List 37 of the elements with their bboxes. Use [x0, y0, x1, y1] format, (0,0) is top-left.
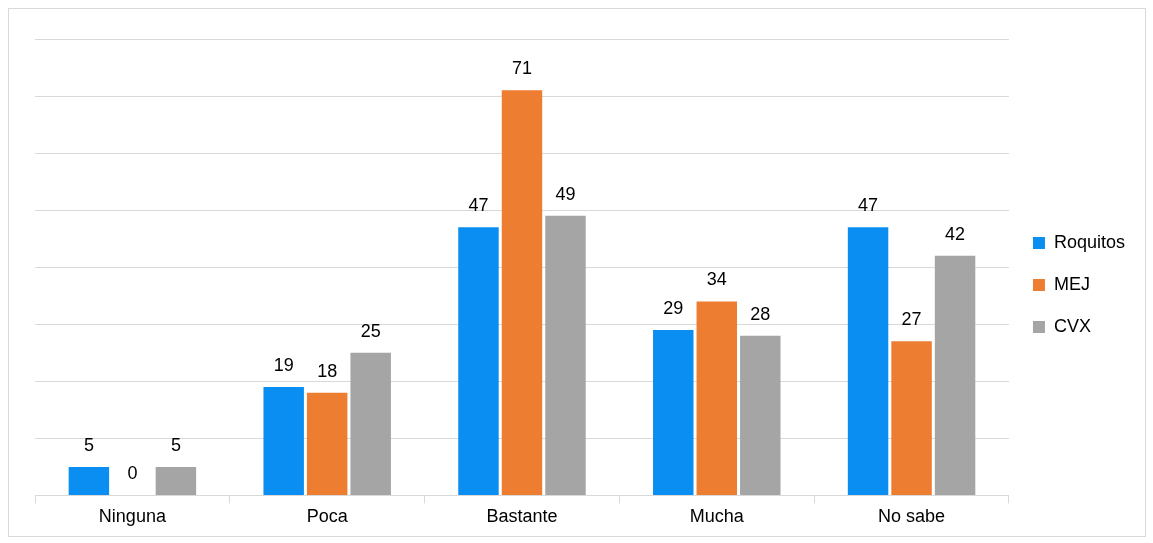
x-tick-label: Bastante [486, 506, 558, 527]
data-label: 0 [127, 463, 138, 484]
bar [740, 335, 781, 495]
data-label: 49 [555, 183, 576, 204]
bar [155, 466, 197, 495]
bar [653, 329, 694, 495]
bar [306, 392, 348, 495]
bar [68, 466, 110, 495]
legend-label: CVX [1053, 315, 1091, 336]
bar [696, 301, 737, 495]
x-tick-label: Ninguna [98, 506, 167, 527]
bar [891, 341, 932, 495]
data-label: 47 [858, 195, 879, 216]
bar [501, 90, 543, 495]
data-label: 42 [945, 223, 966, 244]
bar [545, 215, 586, 495]
data-label: 47 [468, 195, 489, 216]
data-label: 34 [706, 269, 727, 290]
legend-label: Roquitos [1053, 231, 1125, 252]
data-label: 18 [317, 360, 338, 381]
bar [350, 352, 391, 495]
data-label: 71 [511, 58, 532, 79]
data-label: 19 [273, 354, 294, 375]
legend-label: MEJ [1053, 273, 1090, 294]
bar [934, 255, 976, 495]
data-label: 5 [83, 434, 94, 455]
data-label: 29 [663, 297, 684, 318]
x-tick-label: No sabe [878, 506, 946, 527]
data-label: 25 [360, 320, 381, 341]
bar [263, 387, 304, 495]
x-tick-label: Mucha [689, 506, 745, 527]
x-tick-label: Poca [306, 506, 349, 527]
data-label: 27 [901, 309, 922, 330]
bar [458, 227, 499, 495]
data-label: 28 [750, 303, 771, 324]
bar [847, 227, 889, 495]
data-label: 5 [170, 434, 181, 455]
